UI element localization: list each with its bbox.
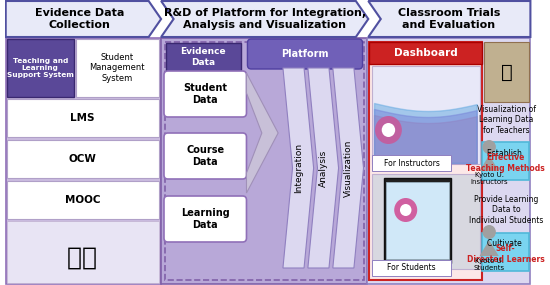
Text: For Instructors: For Instructors [383,158,439,168]
Text: Evidence Data
Collection: Evidence Data Collection [35,8,124,30]
Text: R&D of Platform for Integration,
Analysis and Visualization: R&D of Platform for Integration, Analysi… [164,8,366,30]
Text: Visualization of
Learning Data
for Teachers: Visualization of Learning Data for Teach… [477,105,536,135]
Circle shape [482,140,496,154]
Bar [369,42,482,280]
Bar [482,233,530,271]
Text: Visualization: Visualization [344,139,353,197]
Polygon shape [480,240,499,256]
Text: MOOC: MOOC [65,195,100,205]
Text: Kyoto U.
Instructors: Kyoto U. Instructors [470,172,508,186]
Text: Teaching and
Learning
Support System: Teaching and Learning Support System [7,58,74,78]
Bar [372,155,451,171]
Text: LMS: LMS [70,113,95,123]
Bar [367,38,530,284]
Polygon shape [246,73,278,193]
Text: Platform: Platform [281,49,329,59]
Bar [7,140,159,178]
Text: Self-
Directed Learners: Self- Directed Learners [466,244,544,264]
Bar [7,181,159,219]
Circle shape [482,225,496,239]
Bar [76,39,159,97]
Text: Provide Learning
Data to
Individual Students: Provide Learning Data to Individual Stud… [469,195,543,225]
Bar [6,38,161,284]
Bar [482,142,530,180]
Bar [384,178,451,263]
FancyBboxPatch shape [164,133,246,179]
FancyBboxPatch shape [164,71,246,117]
Bar [386,182,449,259]
Text: Integration: Integration [294,143,303,193]
Polygon shape [368,1,530,37]
Bar [372,260,451,276]
Polygon shape [333,68,364,268]
Text: For Students: For Students [387,264,436,272]
Circle shape [394,198,417,222]
Text: Course
Data: Course Data [186,145,224,167]
Text: Effective
Teaching Methods: Effective Teaching Methods [466,153,545,173]
Text: Classroom Trials
and Evaluation: Classroom Trials and Evaluation [398,8,500,30]
Bar [7,221,159,283]
Text: Evidence
Data: Evidence Data [180,47,226,67]
Bar [165,42,364,280]
Text: Dashboard: Dashboard [394,48,458,58]
Bar [166,43,241,71]
Circle shape [400,204,411,216]
FancyBboxPatch shape [248,39,362,69]
Text: Kyoto U.
Students: Kyoto U. Students [474,258,505,270]
Text: 👨‍👩: 👨‍👩 [68,246,97,270]
Text: Cultivate: Cultivate [487,239,524,249]
Polygon shape [6,1,161,37]
Bar [372,174,480,269]
Text: 🏛: 🏛 [500,62,512,82]
Circle shape [382,123,395,137]
Polygon shape [283,68,313,268]
Text: Student
Data: Student Data [183,83,227,105]
Polygon shape [480,155,499,171]
Bar [369,42,482,64]
Text: Analysis: Analysis [318,149,328,187]
Text: Learning
Data: Learning Data [181,208,229,230]
Bar [485,42,530,102]
Polygon shape [161,1,368,37]
Bar [7,99,159,137]
Bar [161,38,367,284]
Circle shape [375,116,402,144]
Text: OCW: OCW [69,154,96,164]
Bar [372,66,480,164]
Polygon shape [308,68,339,268]
FancyBboxPatch shape [164,196,246,242]
Text: Student
Management
System: Student Management System [89,53,145,83]
Text: Establish: Establish [487,148,524,158]
Bar [7,39,74,97]
